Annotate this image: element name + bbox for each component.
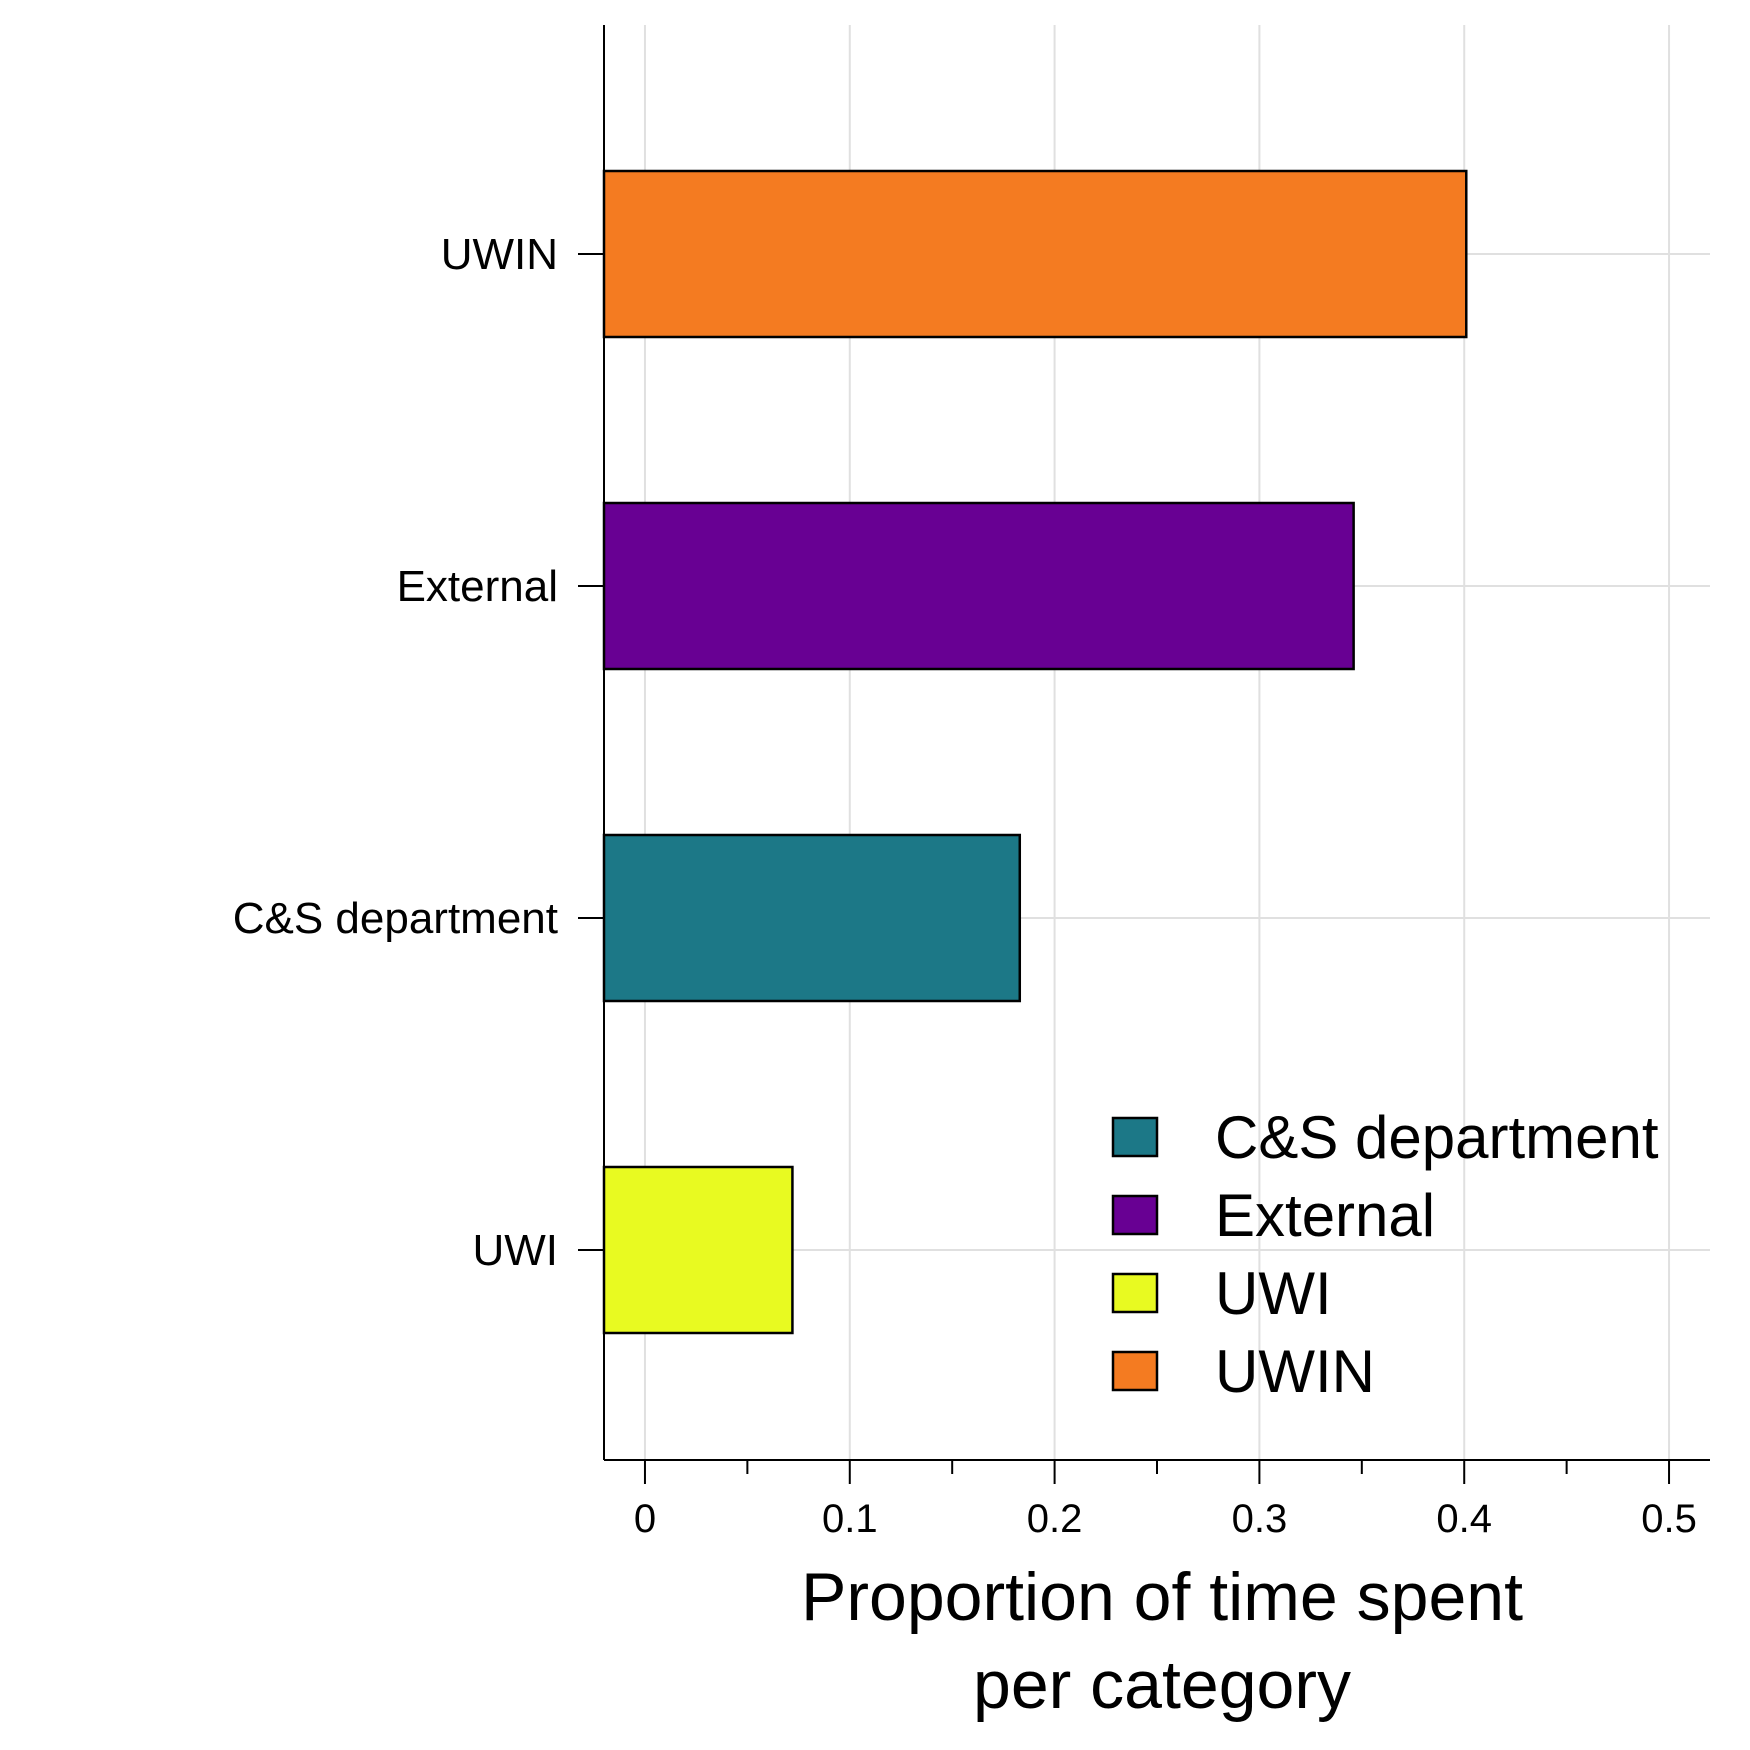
bar-c-s-department <box>602 833 1022 1003</box>
bars <box>602 169 1468 1335</box>
bar-uwi <box>602 1165 794 1335</box>
x-tick-label-0-4: 0.4 <box>1436 1497 1492 1541</box>
x-tick-label-0-1: 0.1 <box>822 1497 878 1541</box>
legend-label-external: External <box>1215 1182 1435 1249</box>
x-tick-label-0: 0 <box>634 1497 656 1541</box>
category-label-uwi: UWI <box>472 1226 558 1275</box>
bar-external <box>602 501 1355 671</box>
x-axis-label: Proportion of time spent per category <box>801 1559 1523 1723</box>
x-tick-labels: 0 0.1 0.2 0.3 0.4 0.5 <box>634 1497 1697 1541</box>
legend-label-c-s-department: C&S department <box>1215 1104 1659 1171</box>
legend-label-uwin: UWIN <box>1215 1338 1375 1405</box>
legend-swatch-uwi <box>1111 1272 1159 1314</box>
category-labels: UWI C&S department External UWIN <box>233 230 558 1275</box>
legend-swatch-c-s-department <box>1111 1116 1159 1158</box>
category-label-uwin: UWIN <box>441 230 558 279</box>
legend-swatch-uwin <box>1111 1350 1159 1392</box>
category-label-external: External <box>397 562 558 611</box>
x-axis-label-line-1: Proportion of time spent <box>801 1559 1523 1635</box>
category-label-c-s-department: C&S department <box>233 894 558 943</box>
x-tick-label-0-5: 0.5 <box>1641 1497 1697 1541</box>
x-tick-label-0-3: 0.3 <box>1232 1497 1288 1541</box>
legend-swatch-external <box>1111 1194 1159 1236</box>
x-axis-label-line-2: per category <box>973 1647 1351 1723</box>
axes <box>578 25 1710 1484</box>
x-tick-label-0-2: 0.2 <box>1027 1497 1083 1541</box>
legend: C&S department External UWI UWIN <box>1111 1104 1659 1405</box>
bar-uwin <box>602 169 1468 339</box>
legend-label-uwi: UWI <box>1215 1260 1332 1327</box>
